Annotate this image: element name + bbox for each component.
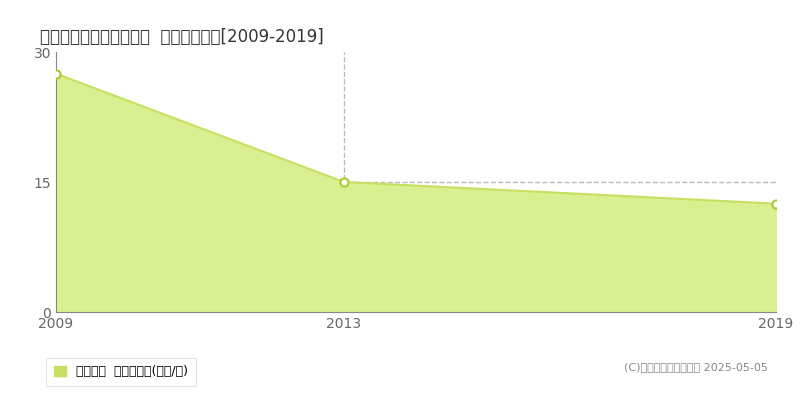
Text: 仲多度郡多度津町西港町  住宅価格推移[2009-2019]: 仲多度郡多度津町西港町 住宅価格推移[2009-2019] (40, 28, 324, 46)
Point (50, 70, 62, 77)
Text: (C)土地価格ドットコム 2025-05-05: (C)土地価格ドットコム 2025-05-05 (624, 362, 768, 372)
Point (338, 179, 350, 185)
Point (770, 200, 782, 207)
Legend: 住宅価格  平均坤単価(万円/坤): 住宅価格 平均坤単価(万円/坤) (46, 358, 196, 386)
